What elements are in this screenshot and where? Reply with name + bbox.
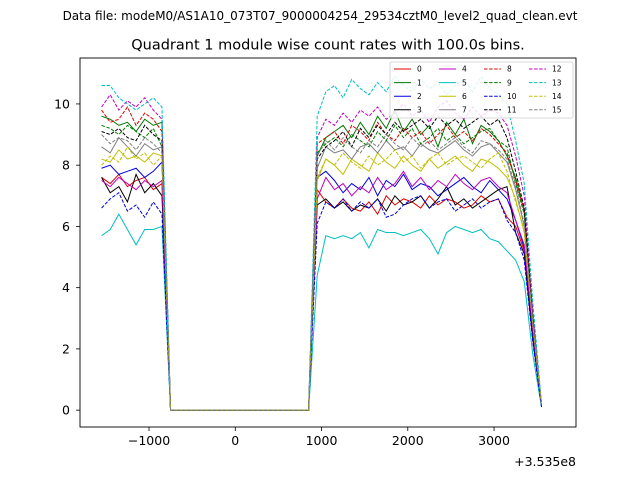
legend-label: 3 <box>417 106 422 115</box>
legend-entry-0: 0 <box>394 65 422 74</box>
x-tick-label: 0 <box>231 433 239 448</box>
legend-label: 6 <box>462 92 467 101</box>
legend-label: 12 <box>552 65 562 74</box>
legend-entry-1: 1 <box>394 78 422 87</box>
legend-label: 4 <box>462 65 467 74</box>
legend-label: 8 <box>507 65 512 74</box>
legend-entry-8: 8 <box>484 65 512 74</box>
legend-label: 13 <box>552 78 562 87</box>
x-tick-label: 2000 <box>392 433 424 448</box>
series-line-11 <box>101 115 542 411</box>
series-line-15 <box>101 133 542 411</box>
legend-label: 14 <box>552 92 562 101</box>
legend-label: 7 <box>462 106 467 115</box>
y-tick-label: 0 <box>62 403 70 418</box>
chart-title: Quadrant 1 module wise count rates with … <box>131 38 525 54</box>
y-tick-label: 2 <box>62 341 70 356</box>
legend-entry-4: 4 <box>439 65 467 74</box>
legend-label: 10 <box>507 92 517 101</box>
legend-entry-5: 5 <box>439 78 467 87</box>
legend-entry-15: 15 <box>529 106 562 115</box>
y-tick-label: 6 <box>62 219 70 234</box>
x-axis-ticks: −1000 0 1000 2000 3000 <box>128 427 510 448</box>
legend-entry-3: 3 <box>394 106 422 115</box>
legend-entry-12: 12 <box>529 65 562 74</box>
legend-box <box>389 61 574 119</box>
legend-entry-14: 14 <box>529 92 562 101</box>
series-layer <box>101 75 542 411</box>
legend-label: 15 <box>552 106 562 115</box>
legend-label: 2 <box>417 92 422 101</box>
x-tick-label: 1000 <box>306 433 338 448</box>
y-tick-label: 8 <box>62 158 70 173</box>
x-offset-label: +3.535e8 <box>514 454 576 469</box>
x-tick-label: −1000 <box>128 433 170 448</box>
y-tick-label: 4 <box>62 280 70 295</box>
legend-entry-7: 7 <box>439 106 467 115</box>
legend-entry-11: 11 <box>484 106 517 115</box>
plot-frame <box>79 57 577 428</box>
legend-label: 9 <box>507 78 512 87</box>
y-axis-ticks: 0 2 4 6 8 10 <box>54 96 80 418</box>
series-line-12 <box>101 93 542 411</box>
legend-entry-9: 9 <box>484 78 512 87</box>
y-tick-label: 10 <box>54 96 70 111</box>
legend-label: 11 <box>507 106 517 115</box>
x-tick-label: 3000 <box>478 433 510 448</box>
legend-label: 0 <box>417 65 422 74</box>
legend-entry-10: 10 <box>484 92 517 101</box>
legend-entry-2: 2 <box>394 92 422 101</box>
legend-entry-13: 13 <box>529 78 562 87</box>
legend-entry-6: 6 <box>439 92 467 101</box>
figure-suptitle: Data file: modeM0/AS1A10_073T07_90000042… <box>63 9 578 23</box>
legend-label: 1 <box>417 78 422 87</box>
legend-label: 5 <box>462 78 467 87</box>
